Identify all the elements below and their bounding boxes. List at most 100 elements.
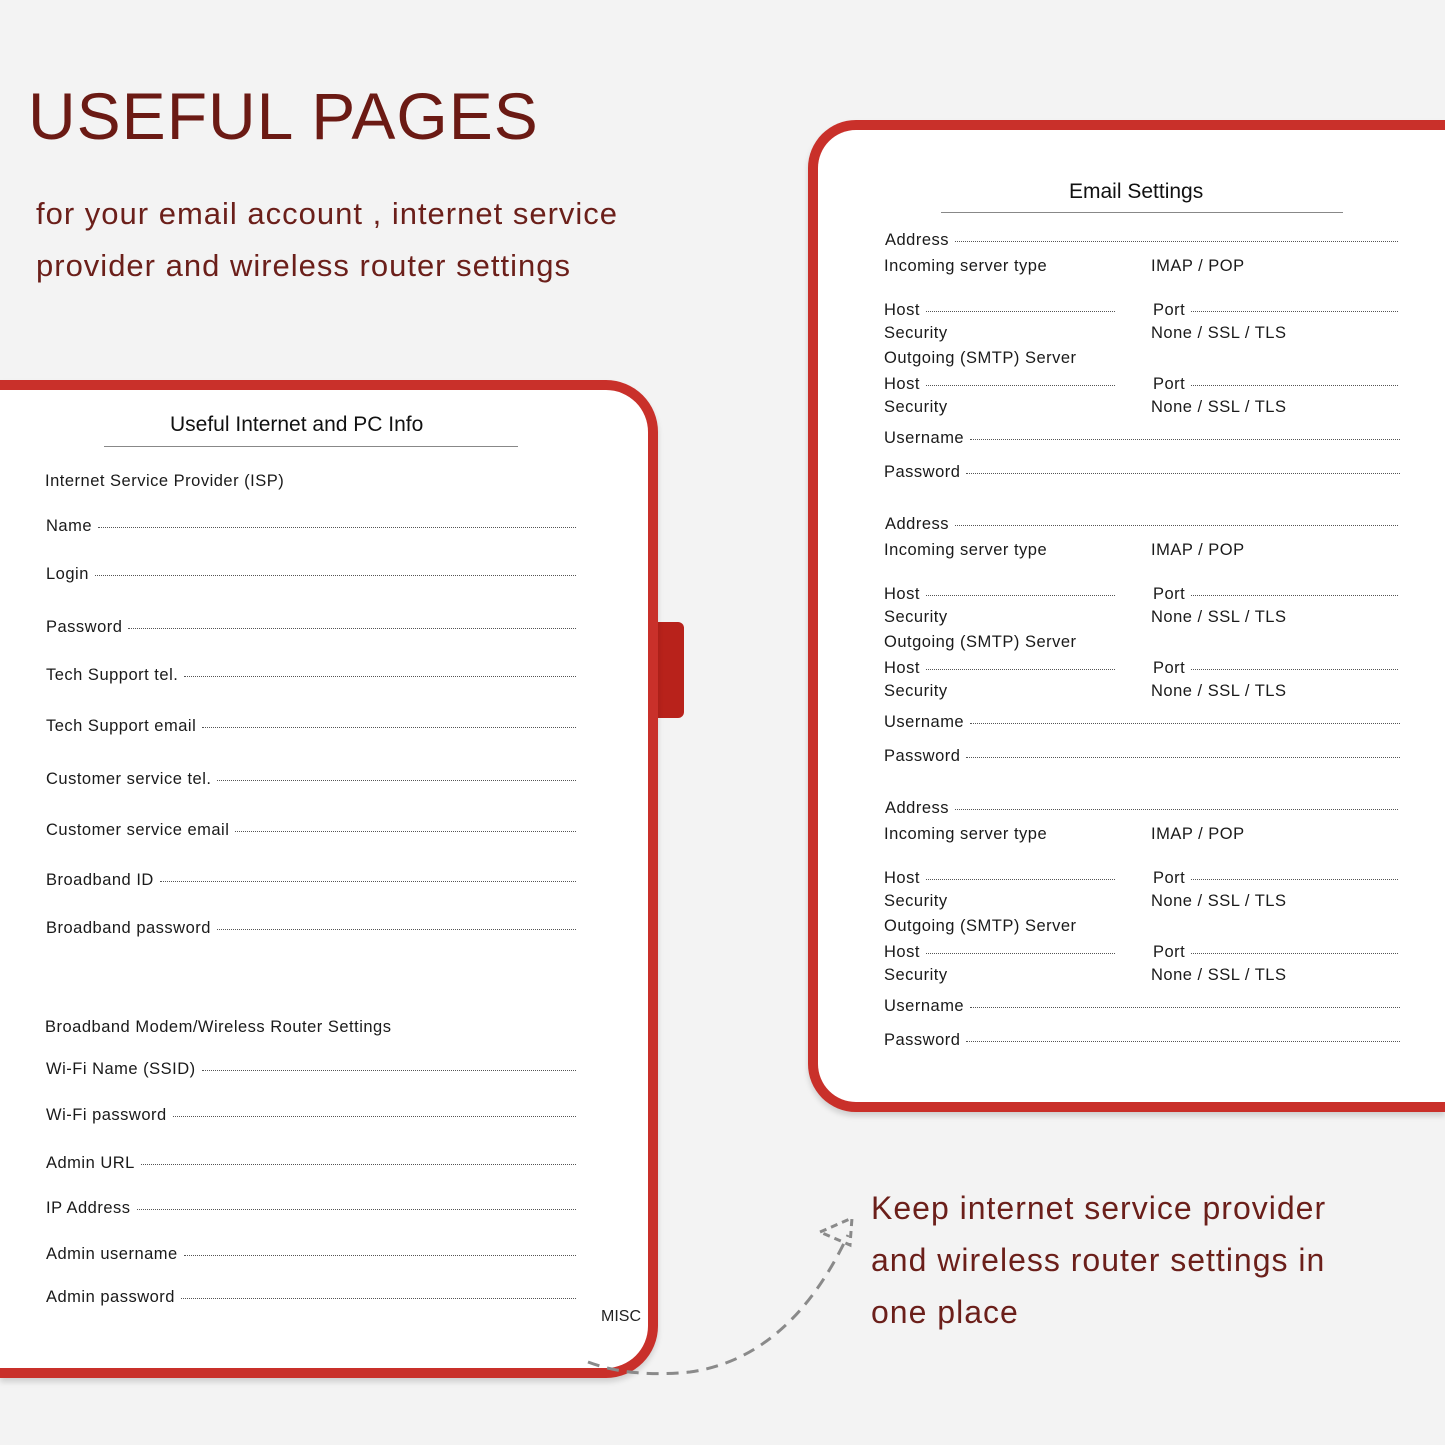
outgoing-host-field-label: Host [884,375,920,393]
write-in-line[interactable] [216,929,576,930]
security-options: None / SSL / TLS [1151,966,1287,984]
write-in-line[interactable] [966,1041,1400,1042]
field-wi-fi-password: Wi-Fi password [46,1106,576,1125]
title-rule [941,212,1343,213]
subtitle: for your email account , internet servic… [36,188,618,292]
write-in-line[interactable] [1191,385,1398,386]
write-in-line[interactable] [966,757,1400,758]
write-in-line[interactable] [128,628,576,629]
field-broadband-password: Broadband password [46,919,576,938]
incoming-server-type: Incoming server type [884,541,1048,559]
field-admin-password-label: Admin password [46,1288,175,1306]
outgoing-security: Security [884,398,948,416]
write-in-line[interactable] [94,575,576,576]
field-ip-address: IP Address [46,1199,576,1218]
incoming-security: Security [884,608,948,626]
write-in-line[interactable] [925,595,1115,596]
address-field-label: Address [885,515,950,533]
write-in-line[interactable] [217,780,576,781]
write-in-line[interactable] [970,723,1400,724]
write-in-line[interactable] [955,241,1398,242]
write-in-line[interactable] [180,1298,576,1299]
write-in-line[interactable] [98,527,576,528]
field-customer-service-tel-: Customer service tel. [46,770,576,789]
password-field: Password [884,463,1400,482]
write-in-line[interactable] [966,473,1400,474]
outgoing-port-field-label: Port [1153,943,1186,961]
subtitle-line: for your email account , internet servic… [36,196,619,231]
field-login-label: Login [46,565,89,583]
write-in-line[interactable] [925,879,1115,880]
incoming-options: IMAP / POP [1151,257,1245,275]
section-heading: Internet Service Provider (ISP) [45,472,285,490]
username-field: Username [884,713,1400,732]
write-in-line[interactable] [235,831,576,832]
outgoing-port-field-label: Port [1153,659,1186,677]
incoming-host-field: Host [884,301,1115,320]
write-in-line[interactable] [970,439,1400,440]
field-admin-username-label: Admin username [46,1245,178,1263]
password-field-label: Password [884,747,961,765]
outgoing-security: Security [884,682,948,700]
incoming-host-field-label: Host [884,585,920,603]
write-in-line[interactable] [201,1070,576,1071]
field-wi-fi-name-ssid--label: Wi-Fi Name (SSID) [46,1060,196,1078]
address-field-label: Address [885,231,950,249]
incoming-options: IMAP / POP [1151,541,1245,559]
notebook-page-right [808,120,1445,1112]
write-in-line[interactable] [1191,311,1398,312]
username-field-label: Username [884,713,965,731]
password-field-label: Password [884,1031,961,1049]
security-options: None / SSL / TLS [1151,682,1287,700]
outgoing-server: Outgoing (SMTP) Server [884,349,1077,367]
field-admin-url: Admin URL [46,1154,576,1173]
field-broadband-id: Broadband ID [46,871,576,890]
field-wi-fi-password-label: Wi-Fi password [46,1106,167,1124]
page-title: Useful Internet and PC Info [170,413,424,436]
incoming-port-field-label: Port [1153,301,1186,319]
incoming-security: Security [884,324,948,342]
write-in-line[interactable] [136,1209,576,1210]
write-in-line[interactable] [1191,595,1398,596]
write-in-line[interactable] [184,676,576,677]
write-in-line[interactable] [955,809,1398,810]
page-title: Email Settings [1069,180,1204,203]
field-customer-service-tel--label: Customer service tel. [46,770,212,788]
write-in-line[interactable] [925,385,1115,386]
password-field: Password [884,1031,1400,1050]
incoming-port-field-label: Port [1153,869,1186,887]
write-in-line[interactable] [172,1116,576,1117]
outgoing-port-field: Port [1153,943,1398,962]
incoming-host-field-label: Host [884,301,920,319]
write-in-line[interactable] [925,311,1115,312]
caption: Keep internet service provider and wirel… [871,1182,1326,1338]
outgoing-port-field: Port [1153,659,1398,678]
write-in-line[interactable] [140,1164,576,1165]
field-password: Password [46,618,576,637]
password-field-label: Password [884,463,961,481]
write-in-line[interactable] [1191,669,1398,670]
username-field: Username [884,997,1400,1016]
field-login: Login [46,565,576,584]
field-customer-service-email-label: Customer service email [46,821,230,839]
write-in-line[interactable] [159,881,576,882]
security-options: None / SSL / TLS [1151,398,1287,416]
field-broadband-id-label: Broadband ID [46,871,154,889]
write-in-line[interactable] [202,727,576,728]
field-tech-support-tel--label: Tech Support tel. [46,666,179,684]
outgoing-host-field: Host [884,659,1115,678]
outgoing-host-field-label: Host [884,943,920,961]
write-in-line[interactable] [1191,879,1398,880]
write-in-line[interactable] [1191,953,1398,954]
notebook-page-left [0,380,658,1378]
write-in-line[interactable] [183,1255,576,1256]
incoming-server-type: Incoming server type [884,825,1048,843]
write-in-line[interactable] [970,1007,1400,1008]
misc-tab-label: MISC [601,1308,641,1325]
write-in-line[interactable] [955,525,1398,526]
write-in-line[interactable] [925,669,1115,670]
write-in-line[interactable] [925,953,1115,954]
field-password-label: Password [46,618,123,636]
page-heading: USEFUL PAGES [28,79,539,153]
